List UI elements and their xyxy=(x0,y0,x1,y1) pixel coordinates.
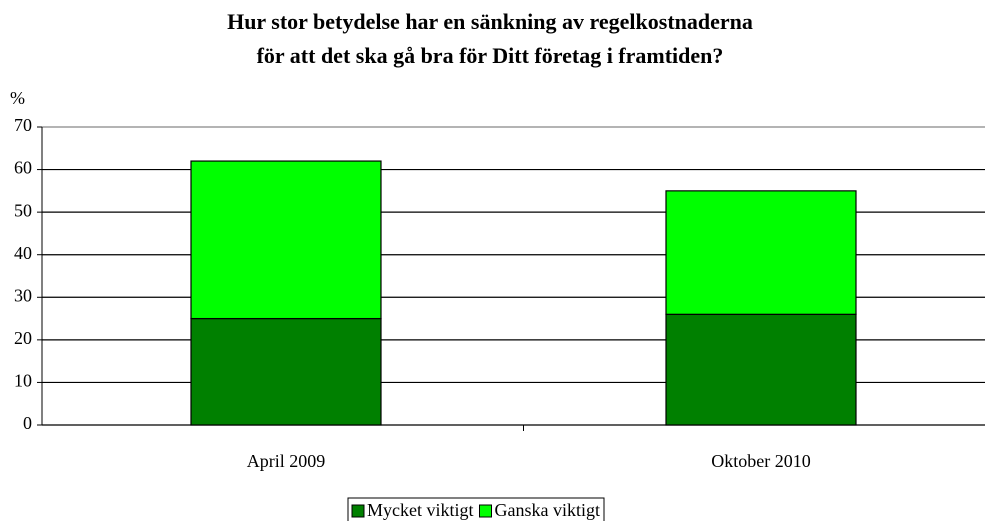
legend-swatch xyxy=(479,504,492,518)
legend-label: Mycket viktigt xyxy=(367,500,474,520)
y-tick-label: 0 xyxy=(23,413,32,433)
legend: Mycket viktigt Ganska viktigt xyxy=(347,497,605,521)
bar-segment xyxy=(190,317,382,426)
bar-segment xyxy=(190,160,382,320)
bar-segment xyxy=(665,190,857,315)
y-axis-label: % xyxy=(10,88,25,108)
chart-title: för att det ska gå bra för Ditt företag … xyxy=(257,43,724,68)
x-tick-label: April 2009 xyxy=(247,451,326,471)
y-tick-label: 10 xyxy=(14,371,32,391)
legend-label: Ganska viktigt xyxy=(495,500,601,520)
legend-frame xyxy=(347,497,605,521)
y-tick-label: 40 xyxy=(14,243,32,263)
y-tick-label: 50 xyxy=(14,200,32,220)
chart-title: Hur stor betydelse har en sänkning av re… xyxy=(227,9,753,34)
legend-swatch xyxy=(351,504,365,518)
y-tick-label: 70 xyxy=(14,115,32,135)
y-tick-label: 60 xyxy=(14,158,32,178)
bar-segment xyxy=(665,313,857,426)
y-tick-label: 20 xyxy=(14,328,32,348)
x-tick-label: Oktober 2010 xyxy=(711,451,810,471)
y-tick-label: 30 xyxy=(14,285,32,305)
